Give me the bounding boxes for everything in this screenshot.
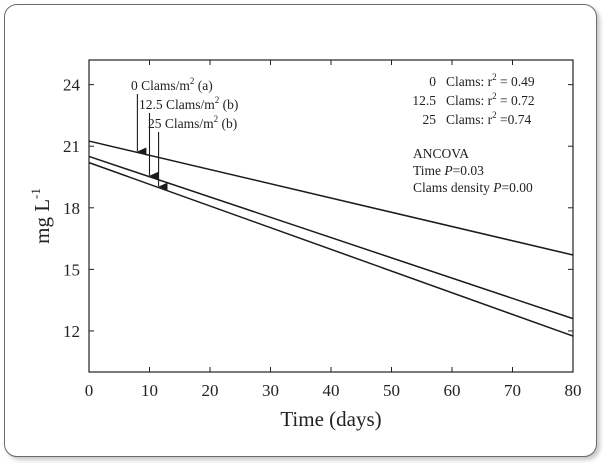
r2-group-1: 12.5 bbox=[412, 93, 436, 108]
r2-group-2: 25 bbox=[423, 112, 437, 127]
ancova-time: Time P=0.03 bbox=[413, 163, 484, 178]
r2-sup: 2 bbox=[492, 91, 497, 101]
series-group bbox=[88, 140, 574, 337]
ancova-time-prefix: Time bbox=[413, 163, 444, 178]
x-tick-label: 20 bbox=[202, 381, 219, 400]
series-label-suffix: (b) bbox=[218, 116, 237, 131]
ancova-density-prefix: Clams density bbox=[413, 180, 493, 195]
x-tick-label: 60 bbox=[444, 381, 461, 400]
r2-label: Clams: bbox=[446, 93, 488, 108]
r2-group-0: 0 bbox=[429, 74, 436, 89]
r2-stat-0: Clams: r2 = 0.49 bbox=[446, 72, 535, 89]
r2-stat-1: Clams: r2 = 0.72 bbox=[446, 91, 535, 108]
series-line-1 bbox=[88, 155, 574, 320]
ancova-density-value: =0.00 bbox=[502, 180, 533, 195]
x-tick-label: 80 bbox=[565, 381, 582, 400]
y-tick-label: 18 bbox=[63, 199, 80, 218]
r2-sup: 2 bbox=[492, 72, 497, 82]
x-tick-label: 50 bbox=[383, 381, 400, 400]
r2-value: = 0.72 bbox=[497, 93, 535, 108]
r2-label: Clams: bbox=[446, 74, 488, 89]
r2-value: =0.74 bbox=[497, 112, 532, 127]
series-line-0 bbox=[88, 140, 574, 256]
series-label-text: 25 Clams/m bbox=[148, 116, 214, 131]
series-label-sup: 2 bbox=[190, 76, 195, 86]
x-tick-label: 0 bbox=[85, 381, 94, 400]
series-label-text: 12.5 Clams/m bbox=[139, 97, 215, 112]
series-label-sup: 2 bbox=[215, 95, 220, 105]
ancova-time-value: =0.03 bbox=[453, 163, 484, 178]
ancova-density-p: P bbox=[492, 180, 501, 195]
x-tick-label: 40 bbox=[323, 381, 340, 400]
series-label-suffix: (a) bbox=[194, 78, 212, 93]
r2-sup: 2 bbox=[492, 110, 497, 120]
r2-label: Clams: bbox=[446, 112, 488, 127]
series-label-suffix: (b) bbox=[219, 97, 238, 112]
y-axis-title: mg L-1 bbox=[28, 188, 54, 244]
ancova-density: Clams density P=0.00 bbox=[413, 180, 533, 195]
r2-symbol: r bbox=[488, 112, 493, 127]
series-label-text: 0 Clams/m bbox=[131, 78, 190, 93]
r2-symbol: r bbox=[488, 93, 493, 108]
x-tick-label: 10 bbox=[141, 381, 158, 400]
y-axis-title-exponent: -1 bbox=[28, 188, 43, 199]
y-tick-label: 21 bbox=[63, 137, 80, 156]
series-label-0: 0 Clams/m2 (a) bbox=[131, 76, 213, 93]
ancova-time-p: P bbox=[443, 163, 452, 178]
x-tick-label: 30 bbox=[262, 381, 279, 400]
y-tick-label: 24 bbox=[63, 76, 81, 95]
svg-text:mg L-1: mg L-1 bbox=[28, 188, 54, 244]
series-label-2: 25 Clams/m2 (b) bbox=[148, 114, 237, 131]
y-tick-label: 12 bbox=[63, 322, 80, 341]
y-axis-title-text: mg L bbox=[30, 199, 54, 244]
figure-frame bbox=[4, 4, 597, 457]
r2-symbol: r bbox=[488, 74, 493, 89]
series-label-sup: 2 bbox=[214, 114, 219, 124]
r2-value: = 0.49 bbox=[497, 74, 535, 89]
series-line-2 bbox=[88, 161, 574, 337]
y-tick-label: 15 bbox=[63, 260, 80, 279]
annotation-group: 0 Clams/m2 (a)12.5 Clams/m2 (b)25 Clams/… bbox=[131, 72, 535, 195]
series-label-1: 12.5 Clams/m2 (b) bbox=[139, 95, 238, 112]
ancova-title: ANCOVA bbox=[413, 146, 469, 161]
x-axis-title: Time (days) bbox=[280, 407, 381, 431]
r2-stat-2: Clams: r2 =0.74 bbox=[446, 110, 532, 127]
x-tick-label: 70 bbox=[504, 381, 521, 400]
